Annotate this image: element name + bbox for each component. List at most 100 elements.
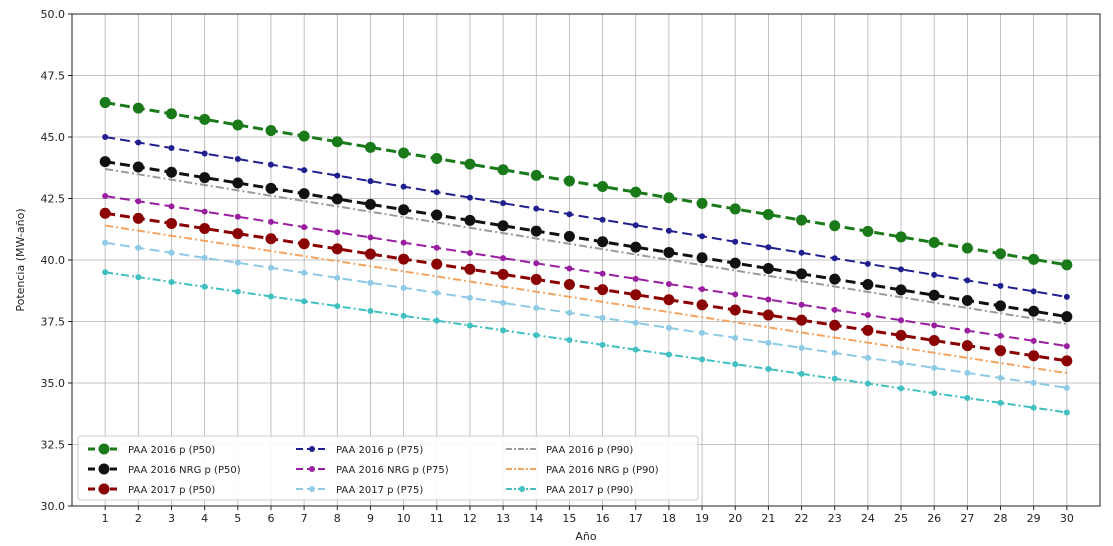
x-tick-label: 1 bbox=[102, 512, 109, 525]
series-line bbox=[105, 167, 1067, 325]
data-point bbox=[530, 169, 542, 181]
data-point bbox=[663, 294, 675, 306]
data-point bbox=[367, 279, 374, 286]
data-point bbox=[398, 204, 410, 216]
legend-box bbox=[77, 435, 699, 501]
legend-entry-label: PAA 2016 p (P50) bbox=[128, 445, 215, 456]
data-point bbox=[928, 237, 940, 249]
legend-entry-label: PAA 2017 p (P50) bbox=[128, 485, 215, 496]
data-point bbox=[99, 207, 111, 219]
x-tick-label: 7 bbox=[301, 512, 308, 525]
data-point bbox=[1030, 288, 1037, 295]
data-point bbox=[135, 198, 142, 205]
data-point bbox=[199, 223, 211, 235]
y-tick-label: 40.0 bbox=[41, 254, 66, 267]
data-point bbox=[599, 314, 606, 321]
data-point bbox=[331, 136, 343, 148]
data-point bbox=[898, 317, 905, 324]
data-point bbox=[497, 220, 509, 232]
data-point bbox=[864, 354, 871, 361]
x-tick-label: 3 bbox=[168, 512, 175, 525]
series-layer bbox=[99, 97, 1073, 416]
data-point bbox=[135, 244, 142, 251]
data-point bbox=[265, 182, 277, 194]
series-line bbox=[105, 271, 1067, 414]
data-point bbox=[599, 270, 606, 277]
data-point bbox=[267, 161, 274, 168]
legend-entry-label: PAA 2016 NRG p (P75) bbox=[336, 465, 449, 476]
data-point bbox=[298, 130, 310, 142]
data-point bbox=[732, 361, 739, 368]
data-point bbox=[232, 177, 244, 189]
data-point bbox=[665, 281, 672, 288]
series-line bbox=[104, 136, 1068, 298]
data-point bbox=[398, 253, 410, 265]
x-tick-label: 20 bbox=[728, 512, 742, 525]
data-point bbox=[831, 255, 838, 262]
data-point bbox=[997, 374, 1004, 381]
data-point bbox=[729, 257, 741, 269]
legend-marker bbox=[98, 483, 110, 495]
data-point bbox=[267, 264, 274, 271]
data-point bbox=[232, 228, 244, 240]
data-point bbox=[431, 153, 443, 165]
data-point bbox=[199, 172, 211, 184]
data-point bbox=[301, 269, 308, 276]
data-point bbox=[597, 284, 609, 296]
data-point bbox=[630, 186, 642, 198]
data-point bbox=[466, 294, 473, 301]
data-point bbox=[201, 254, 208, 261]
data-point bbox=[563, 175, 575, 187]
data-point bbox=[433, 317, 440, 324]
data-point bbox=[798, 344, 805, 351]
y-tick-label: 45.0 bbox=[41, 131, 66, 144]
data-point bbox=[201, 283, 208, 290]
data-point bbox=[433, 289, 440, 296]
data-point bbox=[765, 366, 772, 373]
data-point bbox=[165, 166, 177, 178]
data-point bbox=[862, 324, 874, 336]
data-point bbox=[1063, 343, 1070, 350]
data-point bbox=[732, 291, 739, 298]
data-point bbox=[400, 183, 407, 190]
data-point bbox=[102, 239, 109, 246]
data-point bbox=[928, 335, 940, 347]
data-point bbox=[599, 341, 606, 348]
data-point bbox=[696, 252, 708, 264]
data-point bbox=[696, 299, 708, 311]
data-point bbox=[99, 97, 111, 109]
data-point bbox=[530, 273, 542, 285]
data-point bbox=[961, 242, 973, 254]
data-point bbox=[699, 356, 706, 363]
data-point bbox=[864, 260, 871, 267]
x-tick-label: 12 bbox=[463, 512, 477, 525]
data-point bbox=[500, 327, 507, 334]
legend-entry-label: PAA 2016 NRG p (P50) bbox=[128, 465, 241, 476]
series-group bbox=[99, 207, 1073, 367]
data-point bbox=[864, 380, 871, 387]
data-point bbox=[168, 203, 175, 210]
data-point bbox=[168, 145, 175, 152]
data-point bbox=[995, 248, 1007, 260]
data-point bbox=[798, 370, 805, 377]
data-point bbox=[433, 189, 440, 196]
x-tick-label: 2 bbox=[135, 512, 142, 525]
data-point bbox=[102, 134, 109, 140]
data-point bbox=[765, 339, 772, 346]
data-point bbox=[168, 249, 175, 256]
legend-marker bbox=[309, 466, 315, 472]
axis-ticks: 1 2 3 4 5 6 7 8 9 10 11 12 13 14 15 16 17 18 19 20 21 22 23 24 2… bbox=[41, 8, 1074, 525]
data-point bbox=[798, 301, 805, 308]
data-point bbox=[1063, 384, 1070, 391]
data-point bbox=[729, 203, 741, 215]
x-tick-label: 11 bbox=[430, 512, 444, 525]
data-point bbox=[364, 198, 376, 210]
data-point bbox=[831, 375, 838, 382]
x-tick-label: 27 bbox=[960, 512, 974, 525]
data-point bbox=[533, 260, 540, 267]
data-point bbox=[102, 269, 109, 276]
data-point bbox=[466, 194, 473, 201]
legend-entry-label: PAA 2016 NRG p (P90) bbox=[546, 465, 659, 476]
y-tick-label: 35.0 bbox=[41, 377, 66, 390]
x-tick-label: 13 bbox=[496, 512, 510, 525]
